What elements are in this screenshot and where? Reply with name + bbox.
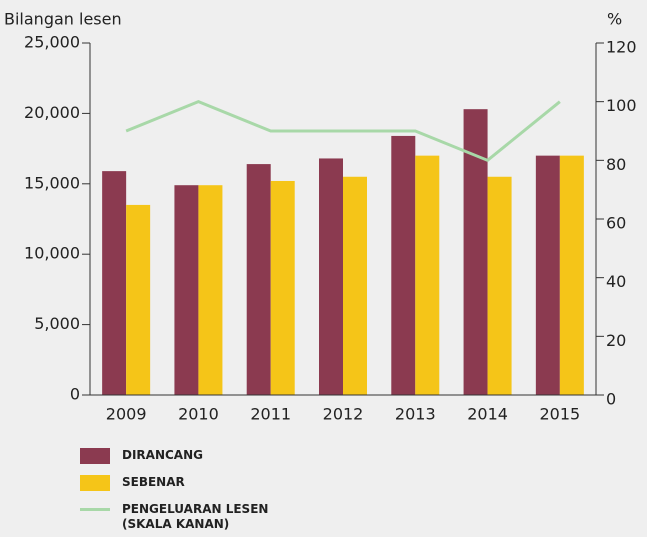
x-tick-label: 2014 — [467, 405, 508, 424]
line-series — [125, 100, 561, 163]
bar — [487, 176, 512, 395]
bar — [559, 155, 584, 395]
legend-swatch — [80, 448, 110, 464]
legend-swatch — [80, 475, 110, 491]
y-tick-label: 15,000 — [24, 173, 80, 192]
y-tick-label: 20,000 — [24, 103, 80, 122]
y-tick-label: 10,000 — [24, 244, 80, 263]
bar — [415, 155, 440, 395]
bar — [270, 180, 295, 395]
x-tick-label: 2013 — [395, 405, 436, 424]
y2-tick-label: 80 — [606, 155, 626, 174]
bar — [319, 158, 343, 395]
x-tick-label: 2012 — [323, 405, 364, 424]
bar — [174, 185, 199, 395]
y2-tick-label: 20 — [606, 331, 626, 350]
legend-label: SEBENAR — [122, 475, 185, 489]
bar — [102, 171, 127, 395]
bar — [246, 164, 271, 395]
legend-item: PENGELUARAN LESEN (SKALA KANAN) — [80, 502, 302, 532]
chart: Bilangan lesen % 0 5,000 10,000 15,000 20,00… — [4, 10, 637, 424]
y-tick-label: 25,000 — [24, 33, 80, 52]
y2-tick-label: 120 — [606, 38, 637, 57]
y2-tick-label: 100 — [606, 96, 637, 115]
x-tick-label: 2015 — [539, 405, 580, 424]
y-tick-label: 5,000 — [34, 314, 80, 333]
legend-item: DIRANCANG — [80, 448, 302, 464]
legend-swatch — [80, 508, 110, 511]
bar — [391, 135, 416, 396]
bar — [343, 176, 367, 395]
x-tick-label: 2010 — [178, 405, 219, 424]
legend-label: DIRANCANG — [122, 448, 203, 462]
y2-axis-label: % — [607, 10, 622, 29]
y2-tick-label: 60 — [606, 214, 626, 233]
x-tick-label: 2009 — [106, 405, 147, 424]
y-axis-label: Bilangan lesen — [4, 10, 122, 29]
legend-label: PENGELUARAN LESEN (SKALA KANAN) — [122, 502, 269, 531]
x-tick-label: 2011 — [250, 405, 291, 424]
bar — [535, 155, 560, 395]
y2-tick-label: 40 — [606, 272, 626, 291]
y2-tick-label: 0 — [606, 390, 616, 409]
bar — [198, 185, 223, 395]
bar — [126, 204, 151, 395]
legend-item: SEBENAR — [80, 475, 302, 491]
y-tick-label: 0 — [70, 385, 80, 404]
